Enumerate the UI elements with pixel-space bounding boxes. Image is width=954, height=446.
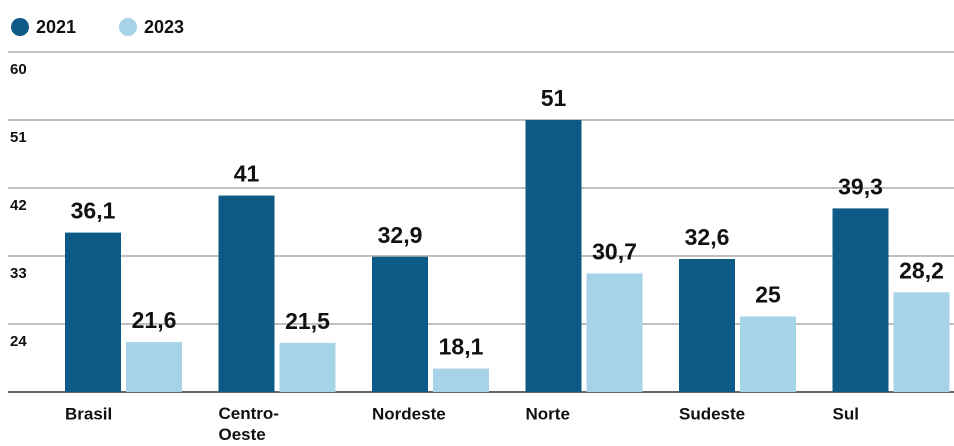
legend-label: 2023 xyxy=(144,17,184,37)
y-tick-label: 42 xyxy=(10,197,27,214)
bar xyxy=(586,273,643,392)
bar xyxy=(126,342,182,392)
value-label: 25 xyxy=(755,282,781,308)
bar xyxy=(372,256,428,392)
bar xyxy=(279,342,336,392)
x-tick-label: Brasil xyxy=(65,404,112,423)
bar xyxy=(740,316,796,392)
value-label: 21,5 xyxy=(285,308,330,334)
x-tick-label-line: Centro- xyxy=(219,404,279,423)
value-label: 30,7 xyxy=(592,238,637,264)
x-tick-label: Nordeste xyxy=(372,404,446,423)
y-tick-label: 51 xyxy=(10,129,27,146)
value-label: 36,1 xyxy=(71,198,116,224)
x-tick-label-line: Oeste xyxy=(219,425,266,444)
value-label: 28,2 xyxy=(899,257,944,283)
bar xyxy=(218,195,275,392)
bar xyxy=(679,259,735,392)
x-tick-label: Sul xyxy=(833,404,859,423)
value-label: 51 xyxy=(541,85,567,111)
value-label: 39,3 xyxy=(838,173,883,199)
bar xyxy=(525,120,582,392)
bar xyxy=(832,208,889,392)
x-tick-label: Norte xyxy=(526,404,570,423)
value-label: 32,6 xyxy=(685,224,730,250)
legend-label: 2021 xyxy=(36,17,76,37)
bar xyxy=(433,368,489,392)
y-tick-label: 33 xyxy=(10,265,27,282)
y-tick-label: 60 xyxy=(10,61,27,78)
value-label: 32,9 xyxy=(378,222,423,248)
value-label: 41 xyxy=(234,161,260,187)
x-tick-label: Sudeste xyxy=(679,404,745,423)
value-label: 21,6 xyxy=(132,307,177,333)
y-tick-label: 24 xyxy=(10,333,27,350)
x-tick-label: Centro- Oeste xyxy=(219,404,279,444)
legend-swatch xyxy=(119,18,137,36)
bar xyxy=(893,292,950,392)
legend-swatch xyxy=(11,18,29,36)
value-label: 18,1 xyxy=(439,334,484,360)
bar xyxy=(65,232,121,392)
